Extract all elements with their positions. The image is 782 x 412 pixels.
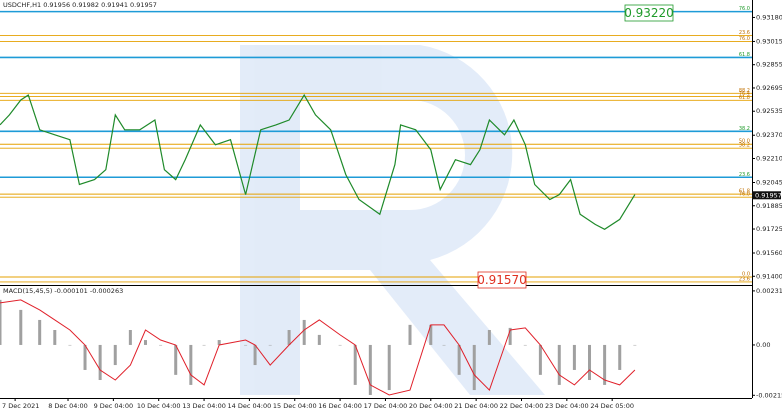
fib-ratio: 23.6 (739, 172, 750, 178)
macd-bar (287, 329, 291, 345)
x-tick-label: 10 Dec 04:00 (137, 402, 181, 410)
y-tick-label: 0.93180 (756, 13, 782, 21)
macd-bar (633, 344, 637, 346)
macd-bar (253, 344, 257, 366)
macd-bar (19, 309, 23, 345)
y-tick-label: 0.92535 (756, 107, 782, 115)
annotation-box (477, 271, 527, 289)
fib-ratio: 76.0 (739, 192, 750, 198)
macd-bar (487, 329, 491, 345)
y-tick-label: 0.002313 (756, 287, 782, 295)
last-price-box (752, 191, 781, 200)
y-tick-label: 0.91400 (756, 272, 782, 280)
macd-bar (429, 324, 433, 345)
macd-bar (603, 344, 607, 385)
fib-ratio: 0.0 (742, 272, 750, 278)
macd-bar (174, 344, 178, 375)
fib-ratio: 61.8 (739, 189, 750, 195)
macd-bar (338, 344, 342, 346)
x-tick-label: 13 Dec 04:00 (182, 402, 226, 410)
macd-bar (128, 329, 132, 345)
macd-bar (508, 327, 512, 345)
macd-bar (317, 334, 321, 345)
fib-ratio: 23.6 (739, 276, 750, 282)
macd-bar (113, 344, 117, 366)
y-tick-label: 0.92210 (756, 154, 782, 162)
y-tick-label: 0.93015 (756, 37, 782, 45)
y-tick-label: 0.91560 (756, 249, 782, 257)
annotation: 0.91570 (477, 273, 527, 287)
macd-bar (159, 344, 163, 346)
fib-ratio: 88.2 (739, 88, 750, 94)
signal-line (0, 299, 636, 396)
y-tick-label: 0.00 (756, 341, 770, 349)
x-tick-label: 9 Dec 04:00 (94, 402, 134, 410)
macd-bar (268, 344, 272, 346)
macd-bar (572, 344, 576, 370)
y-tick-label: 0.92855 (756, 61, 782, 69)
x-tick-label: 21 Dec 04:00 (454, 402, 498, 410)
y-tick-label: 0.91885 (756, 202, 782, 210)
macd-bar (202, 344, 206, 346)
macd-bar (442, 344, 446, 346)
macd-bar (143, 340, 147, 345)
x-tick-label: 20 Dec 04:00 (409, 402, 453, 410)
annotation: 0.93220 (624, 6, 674, 20)
fib-ratio: 50.0 (739, 139, 750, 145)
macd-bar (588, 344, 592, 381)
last-price-label: 0.91957 (755, 191, 782, 199)
macd-bar (353, 344, 357, 385)
macd-bar (408, 324, 412, 345)
y-tick-label: 0.92695 (756, 84, 782, 92)
macd-bar (217, 340, 221, 345)
fib-ratio: 38.2 (739, 143, 750, 149)
macd-bar (523, 344, 527, 346)
macd-bar (189, 344, 193, 385)
x-tick-label: 15 Dec 04:00 (273, 402, 317, 410)
x-tick-label: 23 Dec 04:00 (545, 402, 589, 410)
macd-bar (457, 344, 461, 375)
macd-bar (618, 344, 622, 370)
fib-ratio: 76.4 (739, 91, 750, 97)
fib-ratio: 76.0 (739, 36, 750, 42)
fib-ratio: 38.2 (739, 126, 750, 132)
x-tick-label: 24 Dec 05:00 (590, 402, 634, 410)
price-line (0, 93, 636, 230)
y-tick-label: -0.002154 (756, 391, 782, 399)
macd-bar (38, 319, 42, 345)
x-tick-label: 17 Dec 04:00 (364, 402, 408, 410)
y-tick-label: 0.91725 (756, 225, 782, 233)
macd-bar (0, 299, 2, 345)
x-tick-label: 16 Dec 04:00 (318, 402, 362, 410)
fib-ratio: 23.6 (739, 30, 750, 36)
macd-bar (53, 329, 57, 345)
macd-bar (538, 344, 542, 375)
x-tick-label: 14 Dec 04:00 (228, 402, 272, 410)
macd-bar (68, 344, 72, 346)
macd-bar (98, 344, 102, 381)
y-tick-label: 0.92370 (756, 131, 782, 139)
price-title: USDCHF,H1 0.91956 0.91982 0.91941 0.9195… (3, 1, 157, 9)
macd-bar (302, 319, 306, 345)
fib-ratio: 61.8 (739, 52, 750, 58)
x-tick-label: 8 Dec 04:00 (48, 402, 88, 410)
macd-bar (368, 344, 372, 395)
macd-bar (557, 344, 561, 385)
y-tick-label: 0.92045 (756, 178, 782, 186)
fib-ratio: 76.0 (739, 6, 750, 12)
annotation-box (624, 4, 674, 22)
fib-ratio: 61.8 (739, 95, 750, 101)
macd-bar (83, 344, 87, 370)
macd-bar (387, 344, 391, 391)
macd-bar (244, 344, 248, 346)
x-tick-label: 22 Dec 04:00 (500, 402, 544, 410)
macd-bar (472, 344, 476, 391)
macd-title: MACD(15,45,5) -0.000101 -0.000263 (3, 287, 123, 295)
x-tick-label: 7 Dec 2021 (2, 402, 39, 410)
